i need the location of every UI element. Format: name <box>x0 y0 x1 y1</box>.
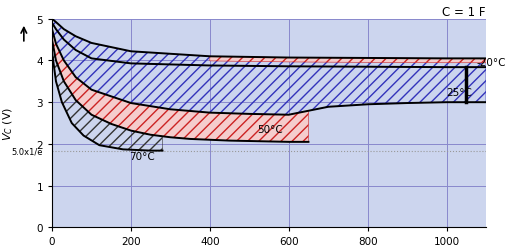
Text: 70°C: 70°C <box>129 151 155 161</box>
Text: 50°C: 50°C <box>257 125 283 135</box>
Text: -20°C: -20°C <box>476 57 506 68</box>
Text: $V_C$ (V): $V_C$ (V) <box>2 107 15 141</box>
Text: 25°C: 25°C <box>446 87 473 97</box>
Text: C = 1 F: C = 1 F <box>442 6 486 18</box>
Text: 5.0x1/e: 5.0x1/e <box>12 147 44 155</box>
